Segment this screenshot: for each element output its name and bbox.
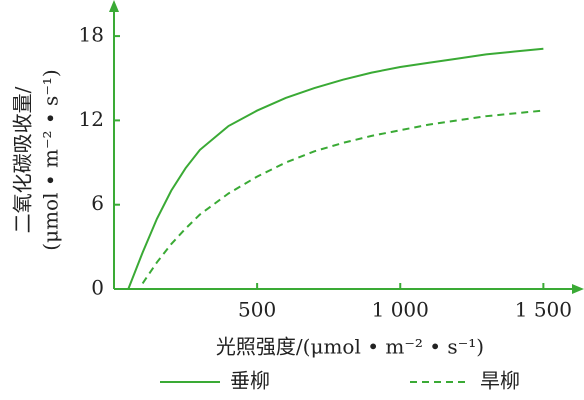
x-axis-arrow xyxy=(572,284,584,294)
y-axis-label: 二氧化碳吸收量/ xyxy=(11,86,35,233)
legend-label: 旱柳 xyxy=(480,369,520,393)
y-tick-label: 12 xyxy=(79,107,104,131)
y-tick-label: 18 xyxy=(79,23,104,47)
x-tick-label: 1 500 xyxy=(515,298,572,322)
y-axis-label: (μmol • m⁻² • s⁻¹) xyxy=(39,69,63,250)
x-tick-label: 500 xyxy=(238,298,276,322)
x-tick-label: 1 000 xyxy=(372,298,429,322)
legend-label: 垂柳 xyxy=(230,369,270,393)
y-tick-label: 6 xyxy=(91,191,104,215)
x-axis-label: 光照强度/(μmol • m⁻² • s⁻¹) xyxy=(216,335,484,359)
y-axis-arrow xyxy=(109,0,119,12)
data-line xyxy=(127,47,544,290)
y-tick-label: 0 xyxy=(91,276,104,300)
data-line xyxy=(141,109,544,284)
